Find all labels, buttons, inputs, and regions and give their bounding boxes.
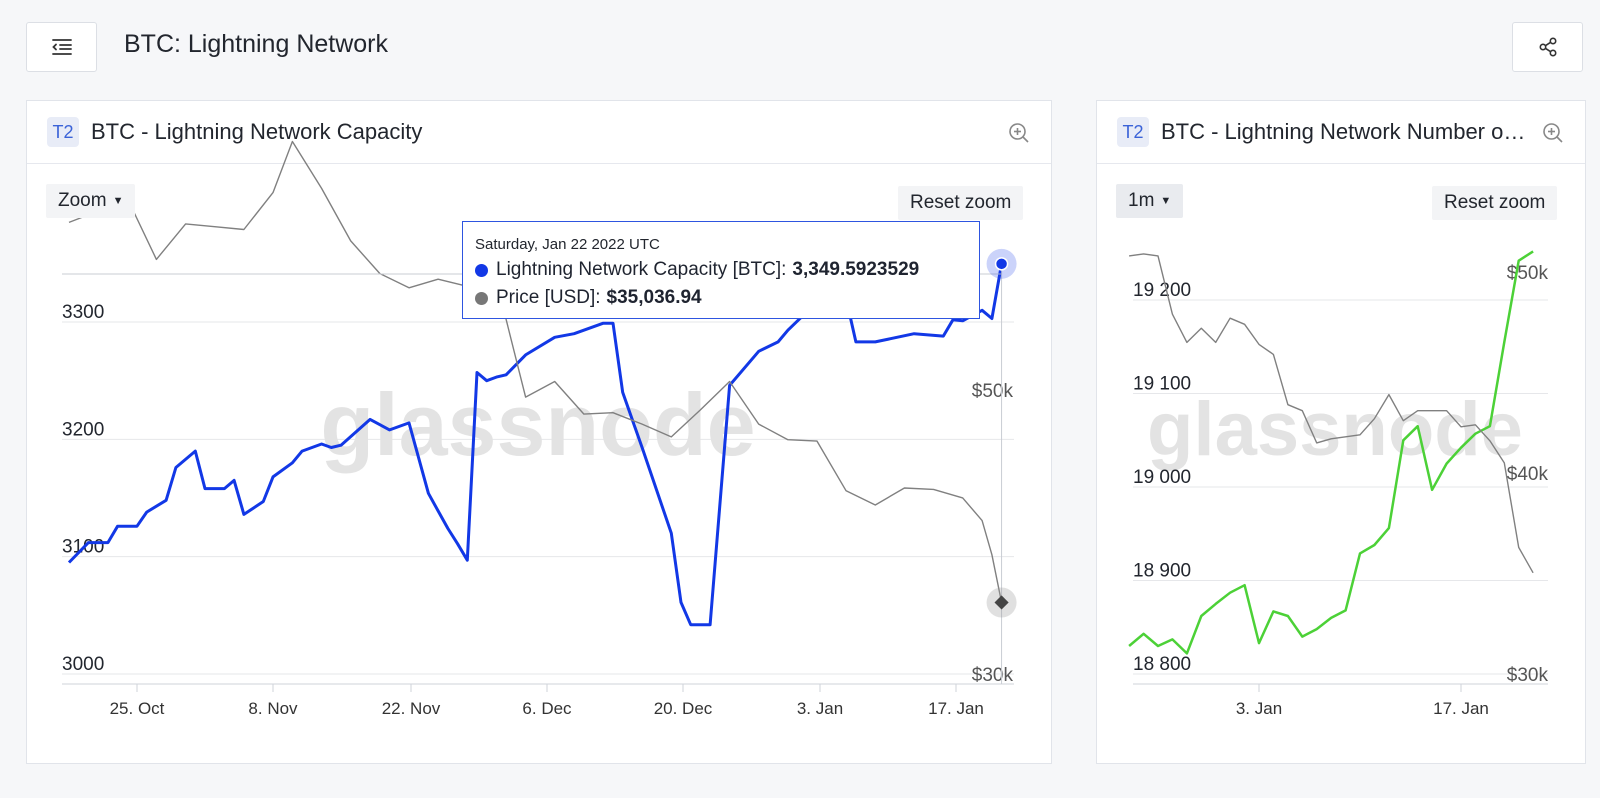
- menu-collapse-icon: [51, 39, 72, 55]
- tooltip-price-value: $35,036.94: [606, 287, 702, 308]
- caret-down-icon: ▼: [1160, 195, 1172, 207]
- capacity-marker-icon: [475, 263, 488, 277]
- tooltip-row-capacity: Lightning Network Capacity [BTC]: 3,349.…: [475, 259, 967, 281]
- share-icon: [1538, 37, 1557, 57]
- tier-badge: T2: [47, 117, 79, 147]
- card-title: BTC - Lightning Network Number of Nodes: [1161, 119, 1531, 144]
- range-dropdown[interactable]: 1m ▼: [1116, 184, 1184, 218]
- zoom-dropdown[interactable]: Zoom ▼: [46, 184, 136, 218]
- price-marker-icon: [475, 291, 488, 305]
- share-button[interactable]: [1512, 22, 1583, 72]
- chart-tooltip: Saturday, Jan 22 2022 UTC Lightning Netw…: [462, 221, 980, 319]
- tooltip-row-price: Price [USD]: $35,036.94: [475, 287, 967, 309]
- tooltip-capacity-value: 3,349.5923529: [792, 259, 920, 280]
- reset-zoom-label: Reset zoom: [910, 192, 1012, 213]
- tooltip-date: Saturday, Jan 22 2022 UTC: [475, 236, 660, 253]
- page-title: BTC: Lightning Network: [124, 30, 389, 58]
- range-dropdown-label: 1m: [1128, 190, 1155, 211]
- card-header: T2 BTC - Lightning Network Number of Nod…: [1097, 101, 1585, 164]
- card-title: BTC - Lightning Network Capacity: [91, 119, 423, 144]
- zoom-in-icon[interactable]: [1541, 121, 1565, 145]
- zoom-in-icon[interactable]: [1007, 121, 1031, 145]
- tooltip-price-label: Price [USD]:: [496, 287, 601, 308]
- reset-zoom-label: Reset zoom: [1444, 192, 1546, 213]
- tooltip-capacity-label: Lightning Network Capacity [BTC]:: [496, 259, 787, 280]
- reset-zoom-button[interactable]: Reset zoom: [898, 186, 1024, 220]
- zoom-dropdown-label: Zoom: [58, 190, 107, 211]
- menu-button[interactable]: [26, 22, 97, 72]
- card-header: T2 BTC - Lightning Network Capacity: [27, 101, 1051, 164]
- tier-badge: T2: [1117, 117, 1149, 147]
- reset-zoom-button[interactable]: Reset zoom: [1432, 186, 1558, 220]
- caret-down-icon: ▼: [112, 195, 124, 207]
